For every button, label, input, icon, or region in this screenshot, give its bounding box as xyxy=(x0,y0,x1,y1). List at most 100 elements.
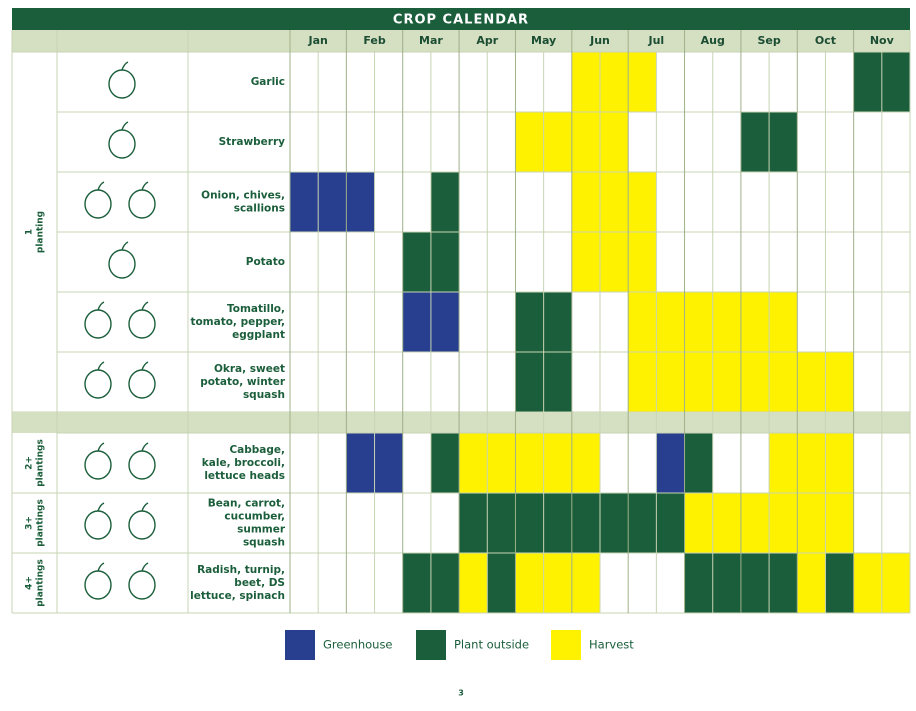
month-header: Jan xyxy=(308,34,328,47)
month-header: May xyxy=(531,34,556,47)
legend-label: Plant outside xyxy=(454,638,529,652)
group-label-line: 1 xyxy=(25,229,35,235)
month-header: Jun xyxy=(589,34,610,47)
activity-cell xyxy=(797,553,826,613)
activity-cell xyxy=(487,433,516,493)
group-label: 3+ plantings xyxy=(25,499,46,547)
activity-cell xyxy=(600,112,629,172)
group-label: 2+ plantings xyxy=(25,439,46,487)
crop-icon xyxy=(128,450,156,480)
activity-cell xyxy=(684,352,713,412)
crop-name: squash xyxy=(243,389,285,401)
activity-cell xyxy=(571,52,600,112)
crop-icon xyxy=(128,309,156,339)
activity-cell xyxy=(459,493,488,553)
activity-cell xyxy=(656,433,685,493)
activity-cell xyxy=(684,493,713,553)
activity-cell xyxy=(600,52,629,112)
activity-cell xyxy=(684,433,713,493)
activity-cell xyxy=(825,352,854,412)
activity-cell xyxy=(543,292,572,352)
crop-icon xyxy=(108,249,136,279)
month-header: Mar xyxy=(419,34,443,47)
group-label-line: 2+ xyxy=(25,456,35,470)
activity-cell xyxy=(853,52,882,112)
legend-swatch xyxy=(551,630,581,660)
activity-cell xyxy=(656,352,685,412)
activity-cell xyxy=(769,553,798,613)
activity-cell xyxy=(402,232,431,292)
crop-icon xyxy=(128,369,156,399)
activity-cell xyxy=(628,352,657,412)
crop-name: Cabbage, xyxy=(229,444,285,456)
crop-name: kale, broccoli, xyxy=(202,457,285,469)
crop-icon xyxy=(128,510,156,540)
activity-cell xyxy=(600,493,629,553)
crop-icon-stem xyxy=(121,121,129,131)
header-row xyxy=(12,30,910,52)
month-header: Aug xyxy=(701,34,725,47)
crop-icon-stem xyxy=(141,562,149,572)
activity-cell xyxy=(571,433,600,493)
activity-cell xyxy=(515,493,544,553)
activity-cell xyxy=(543,352,572,412)
title: CROP CALENDAR xyxy=(393,13,529,28)
crop-icon-stem xyxy=(141,181,149,191)
crop-name: squash xyxy=(243,537,285,549)
crop-name: Radish, turnip, xyxy=(197,564,285,576)
crop-icon xyxy=(128,189,156,219)
activity-cell xyxy=(402,553,431,613)
crop-icon-stem xyxy=(97,361,105,371)
activity-cell xyxy=(543,112,572,172)
month-header: Nov xyxy=(870,34,895,47)
legend-swatch xyxy=(416,630,446,660)
activity-cell xyxy=(881,553,910,613)
crop-icon xyxy=(84,369,112,399)
crop-icon xyxy=(108,69,136,99)
activity-cell xyxy=(797,352,826,412)
crop-icon-stem xyxy=(97,562,105,572)
activity-cell xyxy=(825,433,854,493)
crop-name: Bean, carrot, xyxy=(208,498,285,510)
month-header: Sep xyxy=(757,34,780,47)
crop-icon-stem xyxy=(97,442,105,452)
activity-cell xyxy=(571,172,600,232)
activity-cell xyxy=(740,553,770,613)
legend-swatch xyxy=(285,630,315,660)
activity-cell xyxy=(487,553,516,613)
crop-icon xyxy=(84,570,112,600)
crop-icon-stem xyxy=(121,241,129,251)
activity-cell xyxy=(769,433,798,493)
crop-name: Potato xyxy=(246,256,285,268)
activity-cell xyxy=(430,292,460,352)
legend-label: Greenhouse xyxy=(323,638,393,652)
activity-cell xyxy=(459,433,488,493)
activity-cell xyxy=(318,172,347,232)
group-label: 1 planting xyxy=(25,211,46,253)
activity-cell xyxy=(853,553,882,613)
crop-icon-stem xyxy=(97,181,105,191)
crop-icon xyxy=(84,309,112,339)
crop-name: potato, winter xyxy=(200,376,286,388)
crop-icon xyxy=(108,129,136,159)
crop-name: lettuce heads xyxy=(204,470,285,482)
crop-icon-stem xyxy=(121,61,129,71)
crop-icon-stem xyxy=(97,301,105,311)
group-label-line: 4+ xyxy=(25,576,35,590)
activity-cell xyxy=(346,433,375,493)
crop-icon xyxy=(84,450,112,480)
activity-cell xyxy=(740,112,770,172)
crop-name: Tomatillo, xyxy=(227,303,285,315)
group-label-line: plantings xyxy=(36,439,46,487)
activity-cell xyxy=(430,553,460,613)
activity-cell xyxy=(628,52,657,112)
activity-cell xyxy=(571,493,600,553)
month-header: Feb xyxy=(363,34,386,47)
activity-cell xyxy=(881,52,910,112)
crop-icon-stem xyxy=(141,361,149,371)
activity-cell xyxy=(628,493,657,553)
crop-name: eggplant xyxy=(232,329,285,341)
separator-row xyxy=(12,412,910,433)
crop-name: cucumber, xyxy=(224,511,285,523)
